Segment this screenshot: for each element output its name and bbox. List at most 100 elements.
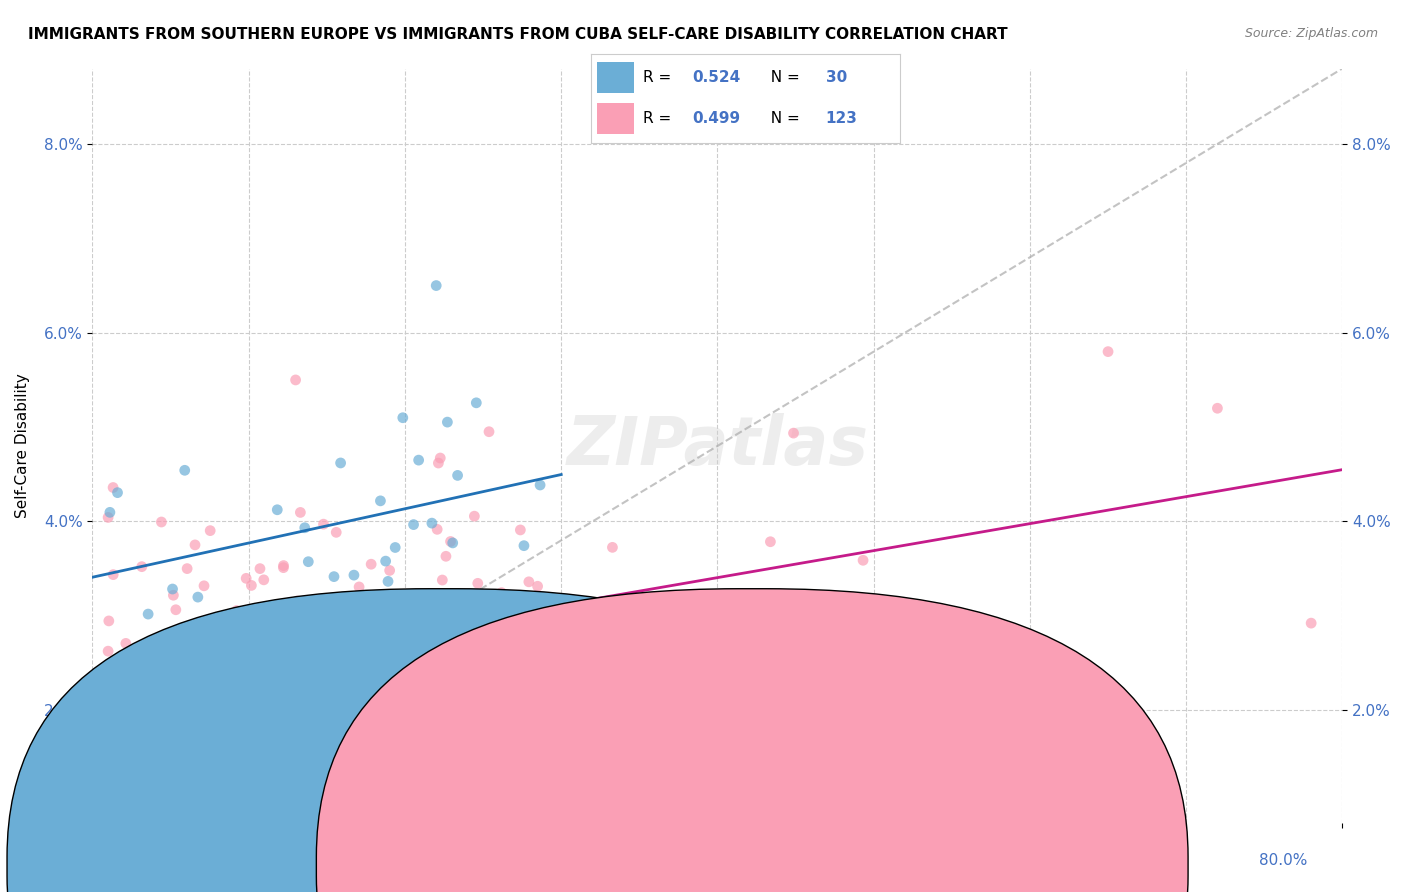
Point [204,621,226,635]
Point [211,778,233,792]
Point [333,594,356,608]
Point [1301,616,1323,631]
Point [315,596,337,610]
Point [337,690,360,704]
Point [408,453,430,467]
Point [180,766,202,780]
Point [110,714,132,728]
Point [153,816,176,830]
Point [315,752,337,766]
Point [111,816,134,830]
Point [155,644,177,658]
Point [191,638,214,652]
Point [374,554,396,568]
Point [312,517,335,532]
Point [336,651,359,665]
Point [200,524,222,538]
Point [423,597,446,611]
Point [432,573,454,587]
Point [285,594,308,608]
Point [225,603,247,617]
Point [235,571,257,585]
Text: Source: ZipAtlas.com: Source: ZipAtlas.com [1244,27,1378,40]
Point [325,525,347,540]
Point [257,614,280,628]
Point [121,647,143,661]
Point [323,569,346,583]
Point [389,682,412,697]
Point [97,732,120,747]
Point [357,695,380,709]
Point [136,607,159,621]
Point [377,574,399,589]
Bar [596,103,634,134]
Point [513,539,536,553]
Point [174,735,197,749]
Point [329,456,352,470]
Point [392,714,415,728]
Point [491,624,513,639]
Point [101,481,124,495]
Point [706,779,728,793]
Point [782,426,804,441]
Text: R =: R = [643,112,676,126]
Point [145,806,167,821]
Point [402,517,425,532]
Point [103,567,125,582]
Point [366,816,388,830]
Point [575,676,598,690]
Text: 0.499: 0.499 [693,112,741,126]
Point [172,701,194,715]
Point [391,410,413,425]
Point [852,553,875,567]
Point [273,558,295,573]
Point [97,644,120,658]
Text: N =: N = [761,112,804,126]
Point [132,690,155,705]
Point [131,559,153,574]
Point [446,468,468,483]
Text: 80.0%: 80.0% [1260,854,1308,868]
Point [478,425,501,439]
Point [150,803,173,817]
Point [274,728,297,742]
Point [308,616,330,631]
Point [463,509,485,524]
Point [211,617,233,632]
Text: IMMIGRANTS FROM SOUTHERN EUROPE VS IMMIGRANTS FROM CUBA SELF-CARE DISABILITY COR: IMMIGRANTS FROM SOUTHERN EUROPE VS IMMIG… [28,27,1008,42]
Point [343,568,366,582]
Point [465,396,488,410]
Point [328,780,350,794]
Point [124,676,146,690]
Point [190,617,212,632]
Point [250,813,273,827]
Point [529,478,551,492]
Point [759,534,782,549]
Point [600,743,623,757]
Text: 30: 30 [825,70,846,85]
Point [439,534,461,549]
Y-axis label: Self-Care Disability: Self-Care Disability [15,374,30,518]
Point [467,576,489,591]
Text: Immigrants from Cuba: Immigrants from Cuba [758,854,929,868]
Point [176,561,198,575]
Point [243,649,266,664]
Point [360,558,382,572]
Point [434,816,457,830]
Point [226,816,249,830]
Point [1097,344,1119,359]
Point [195,678,218,692]
Point [517,574,540,589]
Point [173,463,195,477]
Point [273,560,295,574]
Point [602,732,624,747]
Point [200,772,222,786]
Point [98,505,121,519]
Point [184,738,207,752]
Point [297,555,319,569]
Point [165,603,187,617]
Point [526,579,548,593]
Point [266,502,288,516]
Point [150,515,173,529]
Point [425,278,447,293]
